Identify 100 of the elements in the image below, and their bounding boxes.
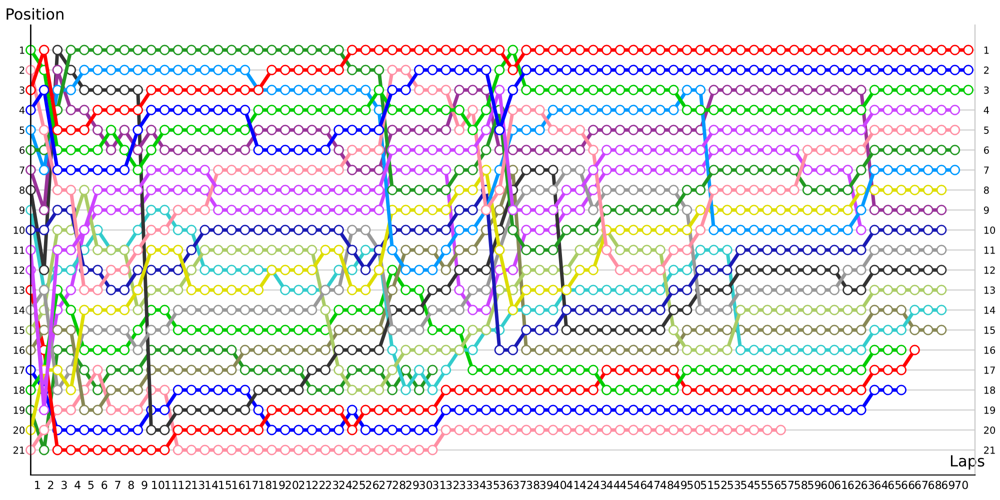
x-tick-label: 7 <box>115 480 120 489</box>
x-tick-label: 10 <box>152 480 164 490</box>
y2-tick-label: 12 <box>984 266 995 274</box>
y2-tick-label: 1 <box>984 46 989 54</box>
x-tick-label: 6 <box>102 480 108 490</box>
x-tick-label: 19 <box>272 480 285 490</box>
y-tick-label: 1 <box>20 46 24 54</box>
x-tick-label: 22 <box>312 480 325 489</box>
y-tick-label: 16 <box>14 346 25 354</box>
x-tick-label: 16 <box>232 480 245 490</box>
x-tick-label: 29 <box>406 480 419 490</box>
y-tick-label: 4 <box>19 106 25 114</box>
x-tick-label: 30 <box>420 480 432 490</box>
y-tick-label: 15 <box>14 326 24 334</box>
x-tick-label: 49 <box>674 480 687 490</box>
x-tick-label: 64 <box>874 480 888 490</box>
y2-tick-label: 6 <box>984 146 989 154</box>
y2-tick-label: 21 <box>984 446 995 454</box>
y-tick-label: 21 <box>13 446 24 454</box>
x-tick-label: 34 <box>473 480 486 490</box>
x-tick-label: 27 <box>379 480 392 489</box>
y2-tick-label: 20 <box>984 426 996 434</box>
x-tick-label: 11 <box>165 480 178 489</box>
x-tick-label: 21 <box>299 480 312 489</box>
x-tick-label: 66 <box>902 480 914 490</box>
y2-tick-label: 16 <box>984 346 996 354</box>
x-tick-label: 43 <box>593 480 606 490</box>
y2-tick-label: 8 <box>984 186 989 194</box>
x-tick-label: 59 <box>808 480 821 490</box>
x-tick-label: 12 <box>178 480 191 489</box>
y-tick-label: 6 <box>20 146 25 154</box>
y2-tick-label: 13 <box>984 286 995 294</box>
y-tick-label: 2 <box>20 66 24 74</box>
y-tick-label: 20 <box>13 426 24 434</box>
x-tick-label: 35 <box>486 480 499 490</box>
y-tick-label: 13 <box>14 286 24 294</box>
x-tick-label: 39 <box>540 480 553 490</box>
x-tick-label: 69 <box>942 480 954 490</box>
x-tick-label: 13 <box>192 480 204 490</box>
x-tick-label: 32 <box>446 480 459 490</box>
x-tick-label: 67 <box>915 480 928 490</box>
y-tick-label: 18 <box>14 386 24 394</box>
x-tick-label: 37 <box>513 480 526 490</box>
x-tick-label: 48 <box>660 480 674 490</box>
x-tick-label: 2 <box>48 480 54 489</box>
x-tick-label: 24 <box>339 480 352 489</box>
x-tick-label: 40 <box>553 480 566 490</box>
y-tick-label: 14 <box>14 306 25 314</box>
y2-tick-label: 3 <box>984 86 989 94</box>
x-tick-label: 4 <box>74 480 80 489</box>
x-tick-label: 60 <box>821 480 834 490</box>
y2-tick-label: 14 <box>984 306 996 314</box>
x-tick-label: 52 <box>714 480 726 490</box>
y2-tick-label: 9 <box>984 206 989 214</box>
x-tick-label: 23 <box>326 480 338 490</box>
y-tick-label: 10 <box>14 226 24 234</box>
x-tick-label: 58 <box>794 480 808 490</box>
y2-tick-label: 11 <box>984 246 995 254</box>
x-tick-label: 33 <box>460 480 472 490</box>
x-tick-label: 61 <box>834 480 848 490</box>
x-tick-label: 50 <box>688 480 700 490</box>
y-tick-label: 17 <box>14 366 24 374</box>
x-tick-label: 56 <box>768 480 780 490</box>
x-tick-label: 8 <box>128 480 134 490</box>
x-tick-label: 70 <box>955 480 968 490</box>
x-tick-label: 5 <box>88 480 94 490</box>
x-tick-label: 25 <box>352 480 365 490</box>
y2-tick-label: 7 <box>984 166 989 174</box>
x-tick-label: 47 <box>647 480 660 489</box>
x-tick-label: 17 <box>246 480 258 489</box>
y-tick-label: 19 <box>14 406 24 414</box>
y2-tick-label: 19 <box>984 406 996 414</box>
x-tick-label: 18 <box>259 480 272 490</box>
x-tick-label: 36 <box>500 480 513 490</box>
x-tick-label: 54 <box>741 480 754 490</box>
x-tick-label: 20 <box>286 480 298 490</box>
y-tick-label: 5 <box>20 126 24 134</box>
y-tick-label: 9 <box>20 206 24 214</box>
y2-tick-label: 4 <box>984 106 989 114</box>
x-tick-label: 38 <box>526 480 540 490</box>
x-tick-label: 15 <box>219 480 232 490</box>
x-tick-label: 42 <box>580 480 593 489</box>
y2-tick-label: 5 <box>984 126 989 134</box>
x-tick-label: 41 <box>566 480 580 489</box>
x-tick-label: 65 <box>888 480 901 490</box>
y2-tick-label: 18 <box>984 386 996 394</box>
x-tick-label: 53 <box>728 480 740 490</box>
y-tick-label: 11 <box>14 246 24 254</box>
x-tick-label: 44 <box>606 480 620 489</box>
x-tick-label: 26 <box>366 480 379 490</box>
y-tick-label: 7 <box>20 166 24 174</box>
x-tick-label: 45 <box>620 480 633 490</box>
x-tick-label: 9 <box>142 480 148 490</box>
x-tick-label: 62 <box>848 480 860 490</box>
x-tick-label: 3 <box>62 480 67 490</box>
x-tick-label: 55 <box>754 480 767 490</box>
y-tick-label: 3 <box>20 86 24 94</box>
x-tick-label: 46 <box>634 480 647 490</box>
x-tick-label: 57 <box>781 480 794 490</box>
x-tick-label: 68 <box>928 480 942 490</box>
